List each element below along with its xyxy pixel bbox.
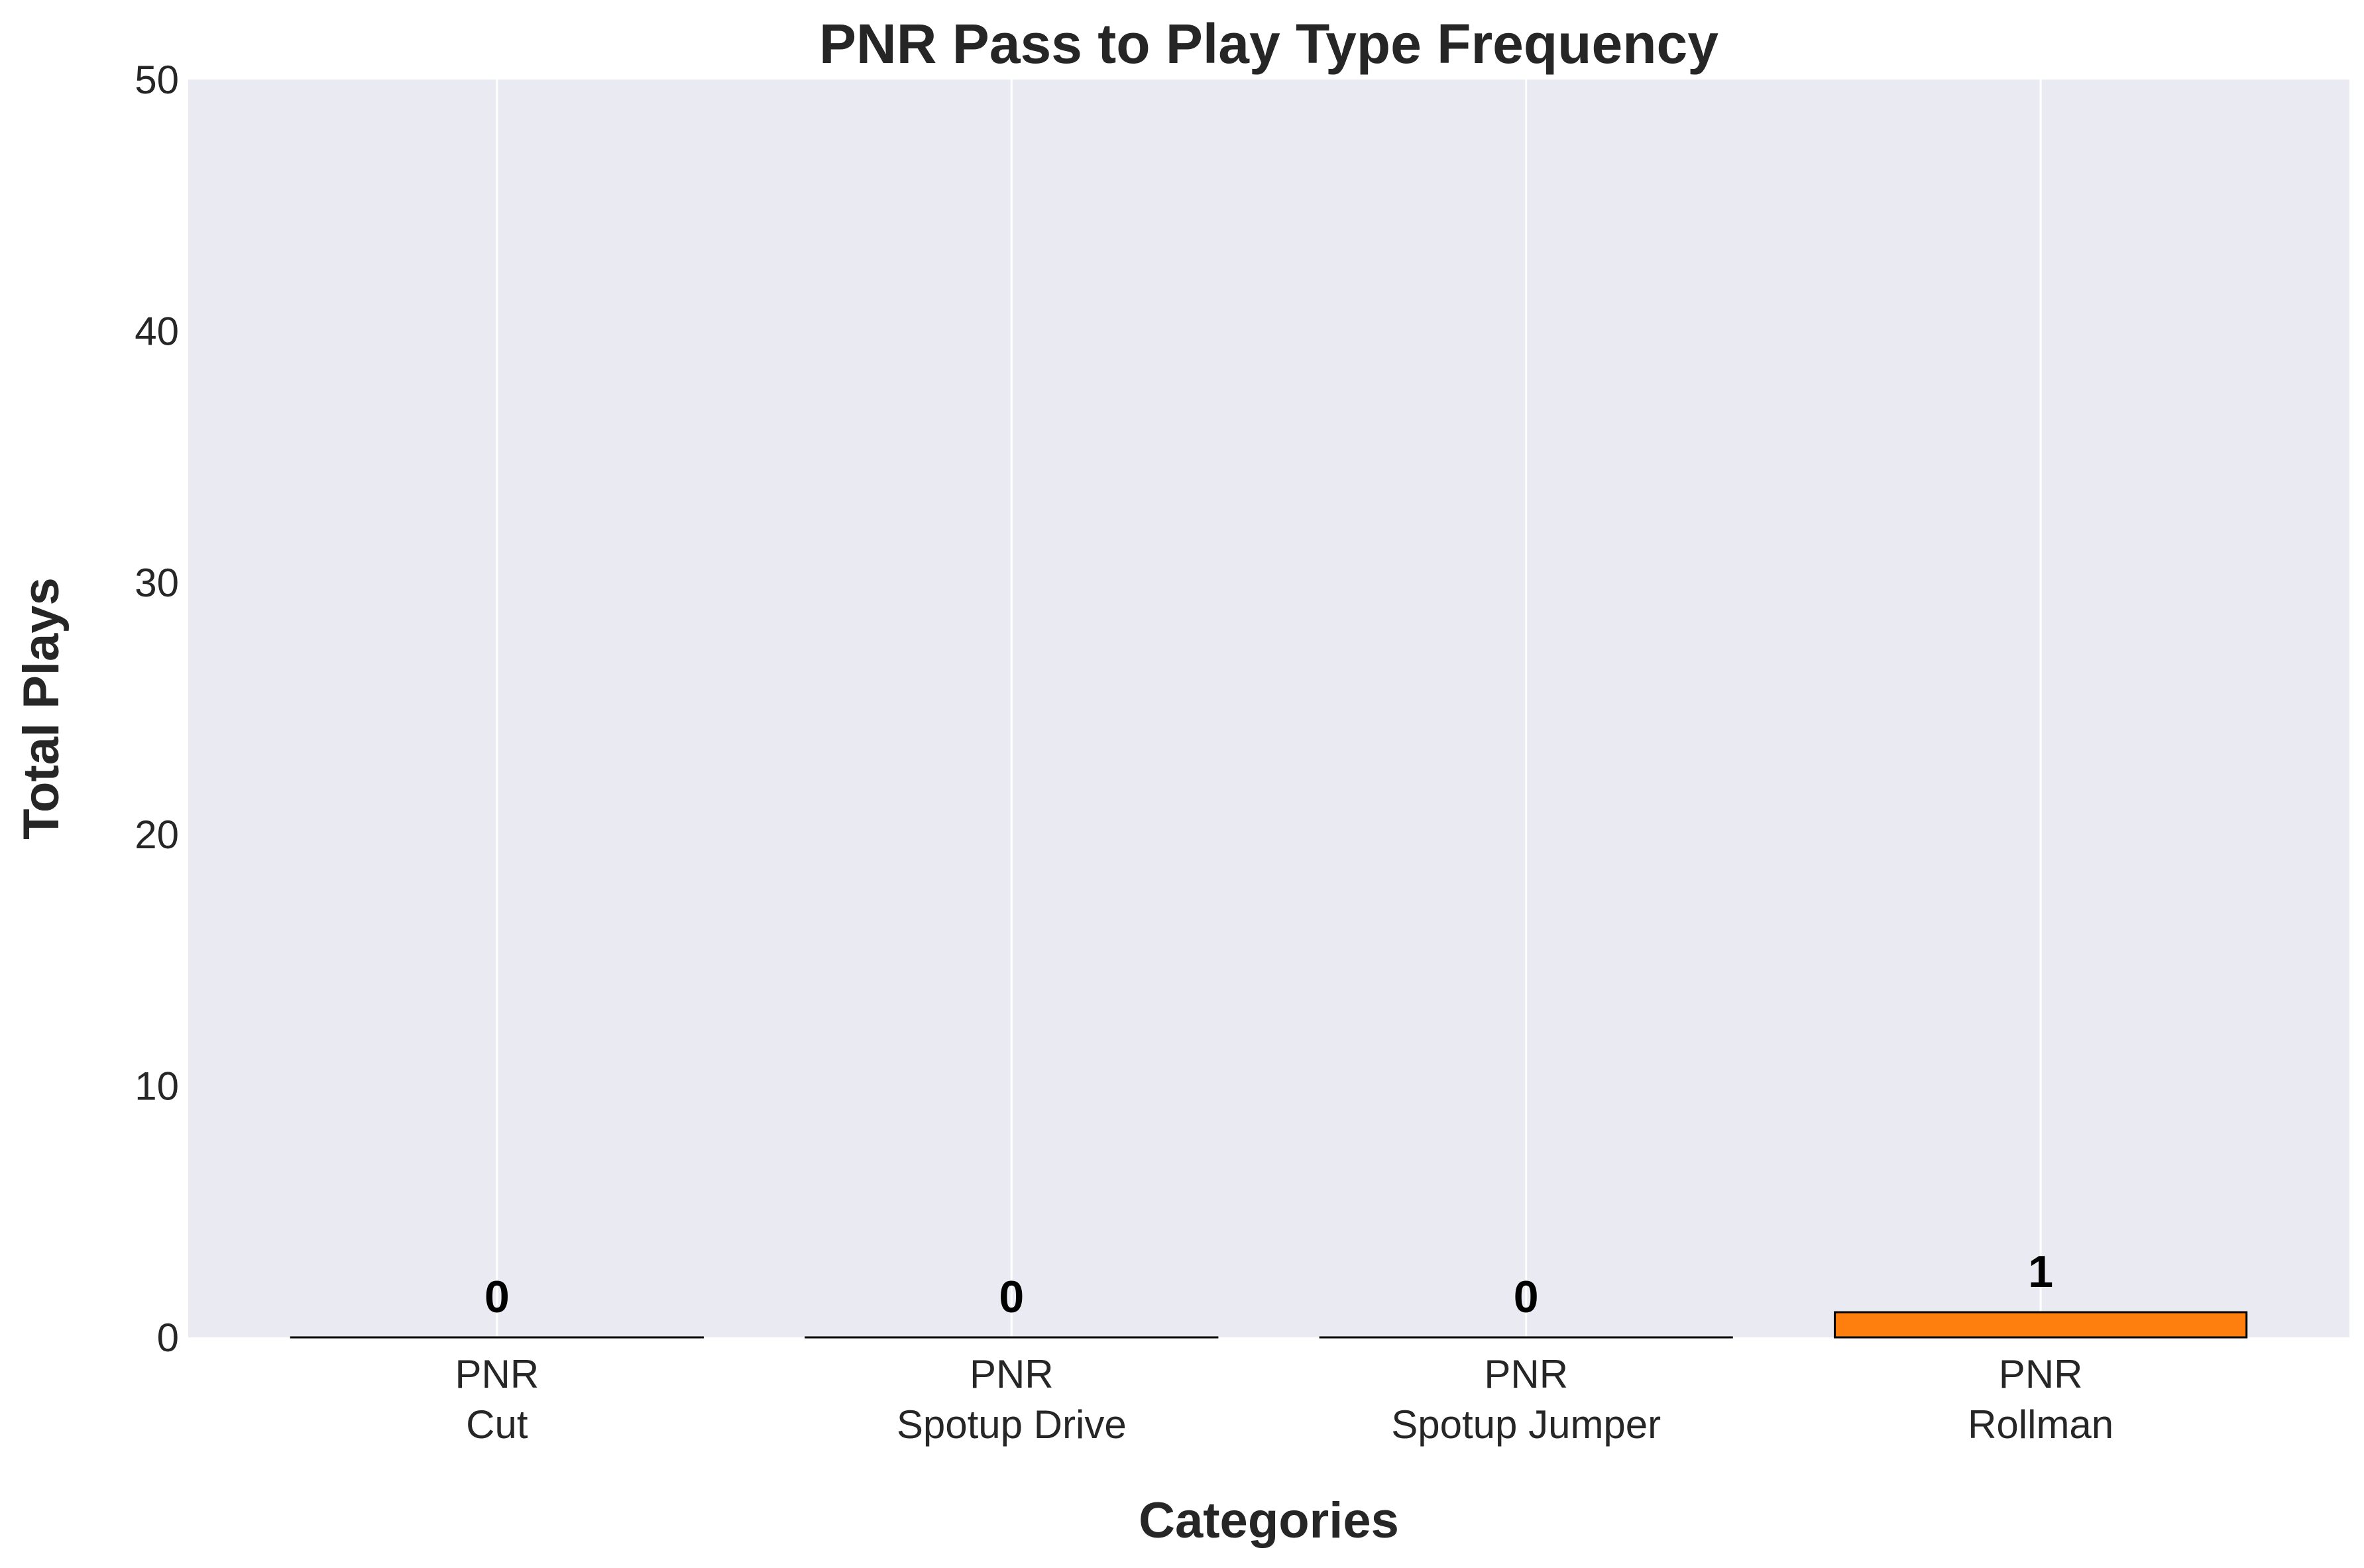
- y-tick-label: 40: [135, 309, 179, 354]
- y-tick-label: 30: [135, 561, 179, 605]
- data-label: 1: [2028, 1247, 2053, 1297]
- chart-title: PNR Pass to Play Type Frequency: [819, 13, 1718, 75]
- data-label: 0: [1514, 1272, 1539, 1322]
- data-label: 0: [999, 1272, 1024, 1322]
- x-axis-label: Categories: [1139, 1492, 1399, 1549]
- bar: [1835, 1312, 2247, 1337]
- y-axis-label: Total Plays: [13, 577, 70, 840]
- y-tick-label: 50: [135, 58, 179, 102]
- y-tick-label: 0: [157, 1316, 179, 1360]
- plot-area: [188, 80, 2349, 1337]
- y-tick-label: 10: [135, 1064, 179, 1108]
- y-axis-ticks: 0 10 20 30 40 50: [135, 58, 179, 1360]
- data-label: 0: [484, 1272, 510, 1322]
- y-tick-label: 20: [135, 812, 179, 857]
